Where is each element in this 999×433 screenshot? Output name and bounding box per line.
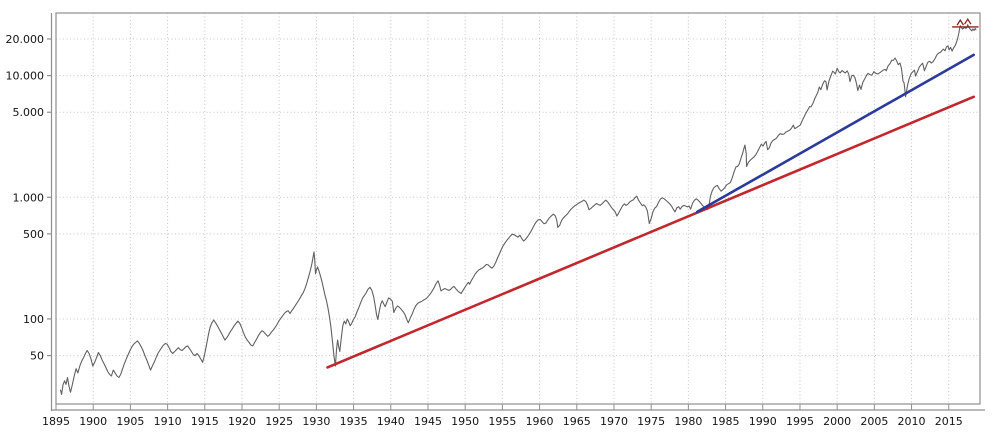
- y-axis-tick-label: 100: [23, 313, 44, 326]
- x-axis-tick-label: 1940: [377, 415, 405, 428]
- y-axis-tick-label: 1.000: [13, 191, 45, 204]
- x-axis-tick-label: 1930: [302, 415, 330, 428]
- peak-caret-mark: [956, 18, 965, 26]
- x-axis-tick-label: 1990: [749, 415, 777, 428]
- x-axis-tick-label: 1920: [228, 415, 256, 428]
- x-axis-tick-label: 1910: [154, 415, 182, 428]
- x-axis-tick-label: 2010: [898, 415, 926, 428]
- x-axis-tick-label: 1900: [79, 415, 107, 428]
- x-axis-tick-label: 2005: [860, 415, 888, 428]
- x-axis-tick-label: 1945: [414, 415, 442, 428]
- y-axis-tick-label: 20.000: [6, 33, 45, 46]
- x-axis-tick-label: 1965: [563, 415, 591, 428]
- x-axis-tick-label: 1935: [340, 415, 368, 428]
- long-term-trend-red-line: [326, 95, 975, 369]
- x-axis-tick-label: 2000: [823, 415, 851, 428]
- long-term-trend-blue-line: [696, 53, 975, 214]
- x-axis-tick-label: 1970: [600, 415, 628, 428]
- x-axis-tick-label: 1950: [451, 415, 479, 428]
- x-axis-tick-label: 1895: [42, 415, 70, 428]
- peak-caret-mark: [963, 17, 972, 25]
- x-axis-tick-label: 1960: [526, 415, 554, 428]
- y-axis-tick-label: 5.000: [13, 106, 45, 119]
- y-axis-tick-label: 10.000: [6, 70, 45, 83]
- x-axis-tick-label: 1985: [712, 415, 740, 428]
- x-axis-tick-label: 1915: [191, 415, 219, 428]
- y-axis-tick-label: 500: [23, 228, 44, 241]
- x-axis-tick-label: 2015: [935, 415, 963, 428]
- x-axis-tick-label: 1925: [265, 415, 293, 428]
- x-axis-tick-label: 1980: [674, 415, 702, 428]
- x-axis-tick-label: 1955: [488, 415, 516, 428]
- y-axis-tick-label: 50: [30, 350, 44, 363]
- x-axis-tick-label: 1975: [637, 415, 665, 428]
- x-axis-tick-label: 1995: [786, 415, 814, 428]
- x-axis-tick-label: 1905: [116, 415, 144, 428]
- plot-frame: [55, 12, 981, 405]
- index-price-line: [59, 24, 977, 395]
